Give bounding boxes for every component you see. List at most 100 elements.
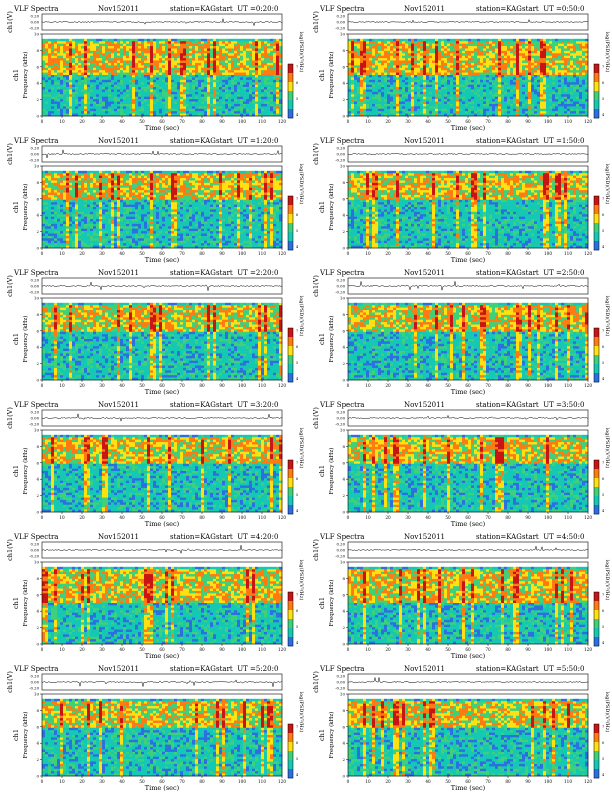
spectrogram-cell (186, 108, 190, 112)
spectrogram-cell (429, 89, 433, 93)
spectrogram-cell (501, 65, 505, 69)
spectrogram-cell (150, 67, 154, 71)
spectrogram-cell (228, 50, 232, 54)
spectrogram-cell (513, 36, 517, 40)
spectrogram-cell (567, 70, 571, 73)
spectrogram-cell (354, 87, 358, 90)
spectrogram-cell (75, 89, 79, 93)
spectrogram-cell (246, 113, 250, 117)
spectrogram-cell (579, 65, 583, 69)
spectrogram-cell (378, 62, 382, 66)
spectrogram-cell (561, 79, 565, 83)
spectrogram-cell (537, 94, 541, 97)
spectrogram-cell (417, 60, 421, 64)
spectrogram-cell (261, 43, 265, 47)
spectrogram-cell (453, 82, 457, 85)
spectrogram-cell (162, 60, 166, 64)
spectrogram-cell (201, 77, 205, 81)
spectrogram-cell (204, 106, 208, 110)
spectrogram-cell (150, 75, 154, 78)
spectrogram-cell (42, 79, 46, 83)
spectrogram-cell (117, 67, 121, 71)
spectrogram-cell (72, 36, 76, 40)
spectrogram-cell (354, 96, 358, 100)
spectrogram-cell (429, 94, 433, 97)
spectrogram-cell (144, 103, 148, 107)
spectrogram-cell (120, 113, 124, 117)
spectrogram-cell (531, 43, 535, 47)
spectrogram-cell (528, 58, 532, 61)
spectrogram-cell (546, 77, 550, 81)
spectrogram-cell (498, 87, 502, 90)
spectrogram-cell (111, 38, 115, 42)
spectrogram-cell (558, 84, 562, 88)
spectrogram-cell (261, 62, 265, 66)
spectrogram-cell (219, 77, 223, 81)
spectrogram-cell (117, 94, 121, 97)
spectrogram-cell (426, 84, 430, 88)
spectrogram-cell (99, 62, 103, 66)
spectrogram-cell (87, 84, 91, 88)
spectrogram-cell (168, 96, 172, 100)
spectrogram-cell (267, 82, 271, 85)
spectrogram-cell (255, 38, 259, 42)
spectrogram-cell (420, 91, 424, 95)
spectrogram-cell (108, 108, 112, 112)
spectrogram-cell (48, 58, 52, 61)
spectrogram-cell (432, 60, 436, 64)
spectrogram-cell (165, 38, 169, 42)
spectrogram-cell (444, 70, 448, 73)
spectrogram-cell (528, 84, 532, 88)
spectrogram-cell (72, 84, 76, 88)
spectrogram-cell (456, 89, 460, 93)
spectrogram-cell (51, 96, 55, 100)
spectrogram-cell (408, 38, 412, 42)
spectrogram-cell (216, 67, 220, 71)
spectrogram-cell (390, 60, 394, 64)
spectrogram-cell (510, 77, 514, 81)
spectrogram-cell (81, 96, 85, 100)
spectrogram-cell (183, 58, 187, 61)
spectrogram-cell (576, 67, 580, 71)
spectrogram-cell (447, 70, 451, 73)
spectrogram-cell (51, 103, 55, 107)
spectrogram-cell (477, 53, 481, 56)
spectrogram-cell (474, 72, 478, 76)
spectrogram-cell (513, 43, 517, 47)
spectrogram-cell (507, 91, 511, 95)
spectrogram-cell (48, 111, 52, 114)
spectrogram-cell (441, 65, 445, 69)
spectrogram-cell (474, 70, 478, 73)
spectrogram-cell (381, 62, 385, 66)
spectrogram-cell (429, 48, 433, 52)
spectrogram-cell (90, 91, 94, 95)
spectrogram-cell (183, 108, 187, 112)
spectrogram-cell (561, 62, 565, 66)
spectrogram-cell (249, 96, 253, 100)
spectrogram-cell (579, 53, 583, 56)
spectrogram-cell (216, 53, 220, 56)
spectrogram-cell (171, 101, 175, 105)
spectrogram-cell (171, 99, 175, 102)
spectrogram-cell (93, 48, 97, 52)
spectrogram-cell (363, 48, 367, 52)
spectrogram-cell (207, 50, 211, 54)
spectrogram-cell (78, 87, 82, 90)
spectrogram-cell (513, 48, 517, 52)
spectrogram-cell (273, 65, 277, 69)
spectrogram-cell (444, 84, 448, 88)
spectrogram-cell (351, 77, 355, 81)
spectrogram-cell (69, 58, 73, 61)
spectrogram-cell (276, 94, 280, 97)
spectrogram-cell (540, 67, 544, 71)
spectrogram-cell (183, 106, 187, 110)
spectrogram-cell (546, 70, 550, 73)
spectrogram-cell (348, 89, 352, 93)
spectrogram-cell (204, 67, 208, 71)
spectrogram-cell (399, 77, 403, 81)
spectrogram-cell (138, 48, 142, 52)
spectrogram-cell (42, 99, 46, 102)
spectrogram-cell (144, 53, 148, 56)
spectrogram-cell (381, 84, 385, 88)
spectrogram-cell (360, 36, 364, 40)
